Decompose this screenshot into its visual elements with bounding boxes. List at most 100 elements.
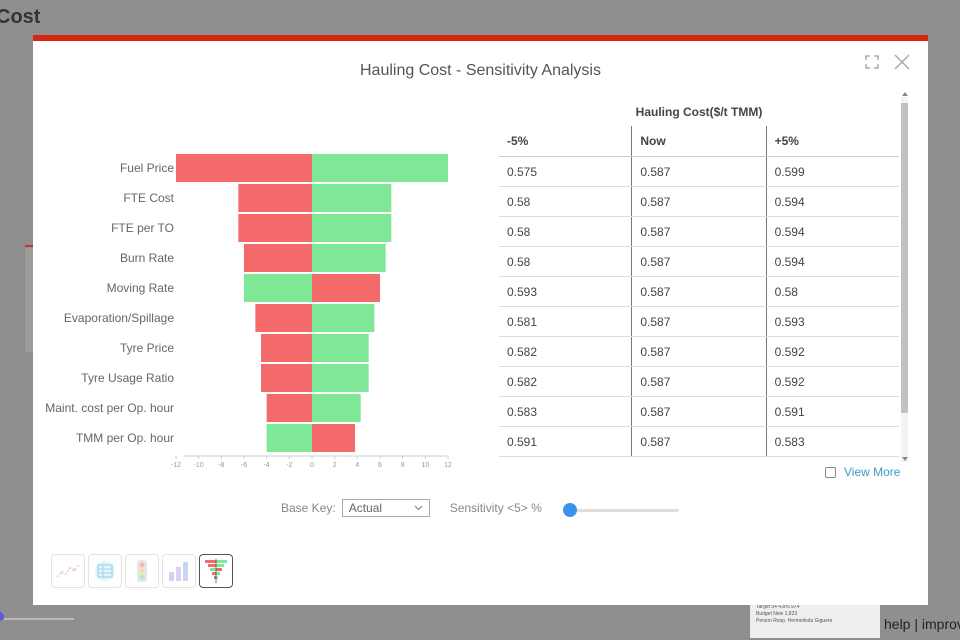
table-cell: 0.587 — [631, 366, 767, 397]
table-row: 0.58 0.587 0.594 — [499, 186, 899, 217]
table-cell: 0.587 — [631, 156, 767, 187]
bar-left — [261, 334, 312, 362]
table-cell: 0.583 — [499, 396, 632, 427]
table-cell: 0.587 — [631, 426, 767, 457]
table-cell: 0.587 — [631, 306, 767, 337]
bar-left — [238, 214, 312, 242]
tornado-chart: Fuel Price FTE Cost FTE per TO Burn Rate Mov… — [45, 154, 452, 469]
chevron-down-icon — [414, 505, 423, 511]
table-header-row: -5% Now +5% — [499, 126, 899, 157]
close-icon[interactable] — [893, 53, 911, 71]
x-tick-label: -10 — [194, 462, 204, 469]
table-cell: 0.594 — [766, 246, 899, 277]
base-key-select[interactable]: Actual — [341, 499, 430, 517]
table-row: 0.58 0.587 0.594 — [499, 216, 899, 247]
table-row: 0.575 0.587 0.599 — [499, 156, 899, 187]
bar-left — [244, 244, 312, 272]
x-tick-label: -6 — [241, 462, 247, 469]
background-slider-track — [4, 618, 74, 620]
view-table-button[interactable] — [88, 554, 122, 588]
bar-left — [255, 304, 312, 332]
bar-right — [312, 334, 369, 362]
table-row: 0.583 0.587 0.591 — [499, 396, 899, 427]
x-tick-label: 12 — [444, 462, 452, 469]
x-tick-label: 4 — [355, 462, 359, 469]
scroll-up-arrow[interactable] — [902, 92, 908, 96]
table-cell: 0.582 — [499, 366, 632, 397]
view-more-checkbox[interactable] — [825, 466, 836, 478]
sensitivity-modal: Hauling Cost - Sensitivity Analysis Fuel… — [33, 35, 928, 605]
table-cell: 0.593 — [499, 276, 632, 307]
bar-left — [266, 394, 312, 422]
table-cell: 0.587 — [631, 216, 767, 247]
table-cell: 0.594 — [766, 216, 899, 247]
view-bar-chart-button[interactable] — [162, 554, 196, 588]
table-cell: 0.592 — [766, 366, 899, 397]
column-header-now: Now — [631, 126, 767, 157]
sensitivity-label: Sensitivity <5> % — [449, 501, 542, 515]
sensitivity-slider-track[interactable] — [565, 509, 679, 512]
table-row: 0.582 0.587 0.592 — [499, 336, 899, 367]
table-cell: 0.58 — [499, 186, 632, 217]
category-label: Tyre Price — [120, 341, 174, 355]
table-row: 0.593 0.587 0.58 — [499, 276, 899, 307]
column-header-plus: +5% — [766, 126, 899, 157]
bar-left — [176, 154, 312, 182]
bar-right — [312, 394, 361, 422]
scroll-down-arrow[interactable] — [902, 457, 908, 461]
table-cell: 0.591 — [766, 396, 899, 427]
category-label: Tyre Usage Ratio — [81, 371, 174, 385]
table-scrollbar[interactable] — [901, 97, 908, 462]
category-label: Moving Rate — [107, 281, 175, 295]
view-more-label[interactable]: View More — [844, 465, 901, 479]
x-tick-label: -4 — [264, 462, 270, 469]
table-cell: 0.582 — [499, 336, 632, 367]
view-traffic-light-button[interactable] — [125, 554, 159, 588]
tornado-chart-icon — [205, 559, 227, 583]
table-cell: 0.58 — [766, 276, 899, 307]
x-tick-label: 6 — [378, 462, 382, 469]
category-label: Fuel Price — [120, 161, 174, 175]
category-label: Evaporation/Spillage — [64, 311, 174, 325]
table-cell: 0.581 — [499, 306, 632, 337]
table-row: 0.582 0.587 0.592 — [499, 366, 899, 397]
bar-right — [312, 244, 386, 272]
bar-right — [312, 304, 375, 332]
category-label: FTE Cost — [123, 191, 174, 205]
sensitivity-table: -5% Now +5% 0.575 0.587 0.599 0.58 0.587 0.59… — [499, 126, 899, 461]
table-cell: 0.575 — [499, 156, 632, 187]
column-header-minus: -5% — [499, 126, 632, 157]
x-tick-label: -12 — [171, 462, 181, 469]
bar-right — [312, 424, 356, 452]
base-key-label: Base Key: — [281, 501, 336, 515]
bar-left — [244, 274, 312, 302]
line-chart-icon — [56, 564, 80, 578]
table-row: 0.591 0.587 0.583 — [499, 426, 899, 457]
table-cell: 0.587 — [631, 186, 767, 217]
scrollbar-thumb[interactable] — [901, 103, 908, 413]
view-tornado-button[interactable] — [199, 554, 233, 588]
category-label: TMM per Op. hour — [76, 431, 174, 445]
table-cell: 0.583 — [766, 426, 899, 457]
expand-icon[interactable] — [865, 55, 879, 69]
mini-table-row: Budget New 1,823 — [756, 611, 798, 617]
controls-bar: Base Key: Actual Sensitivity <5> % — [281, 499, 542, 517]
table-icon — [95, 561, 115, 581]
x-tick-label: 8 — [401, 462, 405, 469]
x-tick-label: 10 — [421, 462, 429, 469]
bar-left — [261, 364, 312, 392]
table-row: 0.58 0.587 0.594 — [499, 246, 899, 277]
page-title: Cost — [0, 6, 41, 28]
view-more[interactable]: View More — [825, 465, 900, 479]
modal-title: Hauling Cost - Sensitivity Analysis — [360, 62, 601, 79]
view-line-chart-button[interactable] — [51, 554, 85, 588]
footer-links[interactable]: help | improve — [884, 616, 960, 632]
table-cell: 0.599 — [766, 156, 899, 187]
category-label: Maint. cost per Op. hour — [45, 401, 174, 415]
table-cell: 0.591 — [499, 426, 632, 457]
sensitivity-slider-handle[interactable] — [563, 503, 577, 517]
bar-right — [312, 214, 392, 242]
table-cell: 0.587 — [631, 246, 767, 277]
base-key-value: Actual — [348, 501, 383, 515]
bar-right — [312, 154, 448, 182]
